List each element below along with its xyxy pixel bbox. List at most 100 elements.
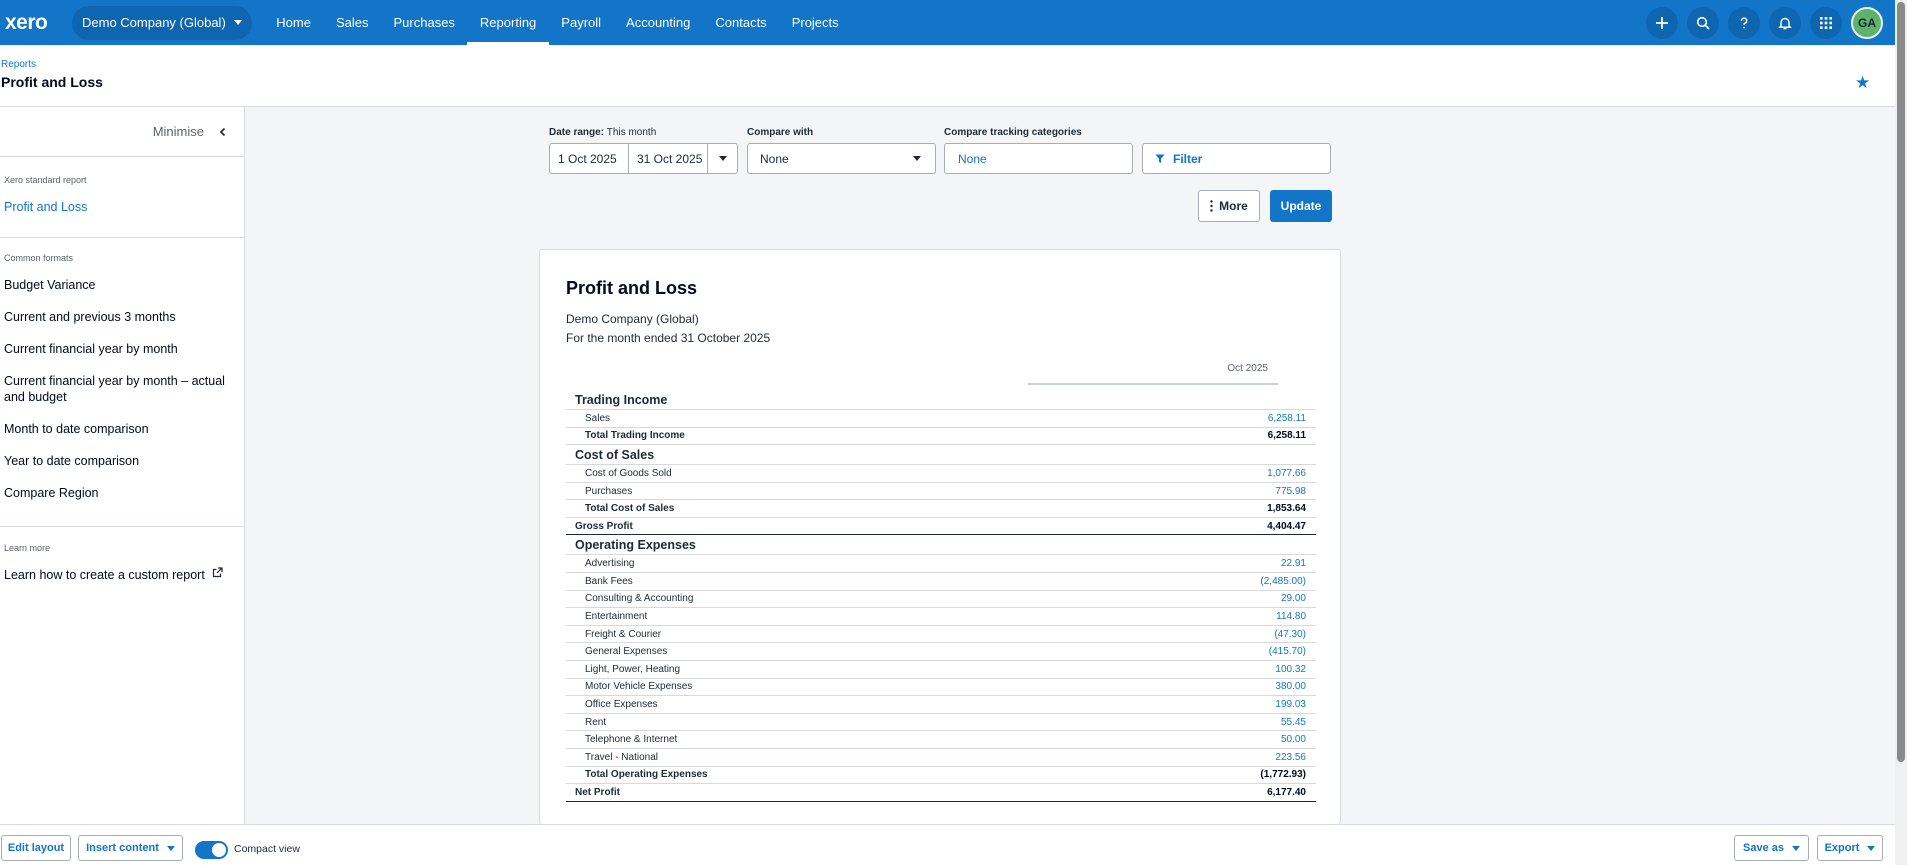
row-label: Cost of Sales	[575, 447, 655, 462]
vertical-scrollbar[interactable]	[1895, 0, 1907, 865]
row-label: Gross Profit	[575, 520, 633, 532]
report-period: For the month ended 31 October 2025	[566, 331, 771, 345]
row-label: Telephone & Internet	[585, 734, 678, 746]
row-value[interactable]: 223.56	[1275, 751, 1306, 763]
row-value[interactable]: 22.91	[1280, 558, 1306, 570]
edit-layout-button[interactable]: Edit layout	[1, 835, 71, 861]
row-value[interactable]: 114.80	[1276, 611, 1306, 623]
row-value[interactable]: (415.70)	[1268, 646, 1306, 658]
divider	[0, 526, 245, 527]
sidebar-item-format[interactable]: Current financial year by month	[4, 342, 178, 356]
page-header: Reports Profit and Loss ★	[0, 45, 1895, 107]
more-button[interactable]: More	[1198, 190, 1260, 222]
row-value: 1,853.64	[1267, 503, 1306, 515]
date-range-label-text: Date range:	[549, 127, 605, 138]
row-label: Motor Vehicle Expenses	[585, 681, 693, 693]
scrollbar-thumb[interactable]	[1897, 2, 1905, 762]
nav-item-home[interactable]: Home	[276, 15, 311, 30]
row-label: Sales	[585, 412, 611, 424]
row-value[interactable]: 1,077.66	[1267, 467, 1306, 479]
compact-view-toggle[interactable]	[195, 841, 228, 859]
plus-icon[interactable]	[1646, 6, 1678, 39]
organisation-switcher[interactable]: Demo Company (Global)	[72, 5, 252, 40]
row-label: Entertainment	[585, 611, 648, 623]
report-organisation: Demo Company (Global)	[566, 312, 699, 326]
table-row: Light, Power, Heating 100.32	[566, 661, 1316, 679]
external-link-icon	[212, 567, 223, 578]
filter-icon	[1155, 154, 1165, 163]
date-range-value: This month	[606, 127, 657, 138]
tracking-categories-select[interactable]: None	[944, 143, 1133, 174]
row-value[interactable]: 29.00	[1280, 593, 1306, 605]
minimise-button[interactable]: Minimise	[0, 107, 244, 157]
row-value[interactable]: 199.03	[1275, 699, 1306, 711]
row-label: Advertising	[585, 558, 635, 570]
nav-item-purchases[interactable]: Purchases	[393, 15, 455, 30]
row-value[interactable]: (2,485.00)	[1260, 575, 1306, 587]
learn-heading: Learn more	[4, 543, 51, 553]
nav-item-projects[interactable]: Projects	[791, 15, 839, 30]
save-as-button[interactable]: Save as	[1734, 835, 1809, 861]
table-row: Bank Fees (2,485.00)	[566, 573, 1316, 591]
search-icon[interactable]	[1687, 6, 1719, 39]
row-label: Office Expenses	[585, 699, 658, 711]
breadcrumb[interactable]: Reports	[1, 59, 37, 70]
chevron-down-icon	[718, 156, 727, 161]
date-range-dropdown[interactable]	[707, 143, 738, 174]
nav-item-contacts[interactable]: Contacts	[715, 15, 767, 30]
row-label: Consulting & Accounting	[585, 593, 694, 605]
row-label: Total Cost of Sales	[585, 503, 675, 515]
sidebar-item-format[interactable]: Month to date comparison	[4, 422, 149, 436]
row-label: Operating Expenses	[575, 537, 696, 552]
custom-report-link[interactable]: Learn how to create a custom report	[0, 567, 245, 583]
nav-item-sales[interactable]: Sales	[335, 15, 369, 30]
section-header-row: Operating Expenses	[566, 535, 1316, 556]
formats-heading: Common formats	[4, 253, 74, 263]
star-icon[interactable]: ★	[1855, 73, 1871, 92]
report-card: Profit and Loss Demo Company (Global) Fo…	[539, 249, 1341, 825]
date-to-field[interactable]: 31 Oct 2025	[628, 143, 708, 174]
nav-item-accounting[interactable]: Accounting	[626, 15, 691, 30]
update-button[interactable]: Update	[1270, 190, 1332, 222]
row-value: (1,772.93)	[1260, 769, 1306, 781]
save-as-label: Save as	[1743, 842, 1784, 854]
export-button[interactable]: Export	[1817, 835, 1883, 861]
row-value[interactable]: 380.00	[1275, 681, 1306, 693]
row-value[interactable]: (47.30)	[1274, 628, 1306, 640]
bell-icon[interactable]	[1769, 6, 1801, 39]
row-value[interactable]: 6,258.11	[1267, 412, 1306, 424]
table-row: Consulting & Accounting 29.00	[566, 591, 1316, 609]
row-label: Cost of Goods Sold	[585, 467, 672, 479]
table-row: General Expenses (415.70)	[566, 643, 1316, 662]
help-icon[interactable]	[1728, 6, 1760, 39]
date-from-field[interactable]: 1 Oct 2025	[549, 143, 629, 174]
export-label: Export	[1824, 842, 1860, 854]
row-value[interactable]: 50.00	[1280, 734, 1306, 746]
sidebar-item-format[interactable]: Current and previous 3 months	[4, 310, 176, 324]
xero-logo[interactable]: xero	[5, 10, 48, 34]
table-row: Purchases 775.98	[566, 483, 1316, 501]
insert-content-button[interactable]: Insert content	[78, 835, 183, 861]
row-value[interactable]: 775.98	[1275, 485, 1306, 497]
filter-button[interactable]: Filter	[1142, 143, 1331, 174]
chevron-down-icon	[233, 20, 242, 25]
row-label: Net Profit	[575, 786, 620, 798]
nav-item-payroll[interactable]: Payroll	[561, 15, 602, 30]
table-row: Sales 6,258.11	[566, 410, 1316, 428]
sidebar-item-profit-and-loss[interactable]: Profit and Loss	[4, 200, 88, 214]
avatar[interactable]: GA	[1851, 6, 1883, 39]
compare-with-select[interactable]: None	[747, 143, 936, 174]
compare-with-value: None	[760, 151, 789, 166]
nav-item-reporting[interactable]: Reporting	[467, 0, 550, 45]
row-value[interactable]: 100.32	[1275, 663, 1306, 675]
sidebar-item-format[interactable]: Year to date comparison	[4, 454, 140, 468]
sidebar-item-format[interactable]: Current financial year by month – actual…	[4, 374, 225, 404]
sidebar-item-format[interactable]: Compare Region	[4, 486, 99, 500]
page-title: Profit and Loss	[1, 74, 103, 90]
chevron-down-icon	[913, 156, 921, 161]
apps-grid-icon[interactable]	[1810, 6, 1842, 39]
filter-label: Filter	[1173, 151, 1203, 166]
row-value[interactable]: 55.45	[1280, 716, 1306, 728]
sidebar-item-format[interactable]: Budget Variance	[4, 278, 96, 292]
table-row: Net Profit 6,177.40	[566, 784, 1316, 802]
